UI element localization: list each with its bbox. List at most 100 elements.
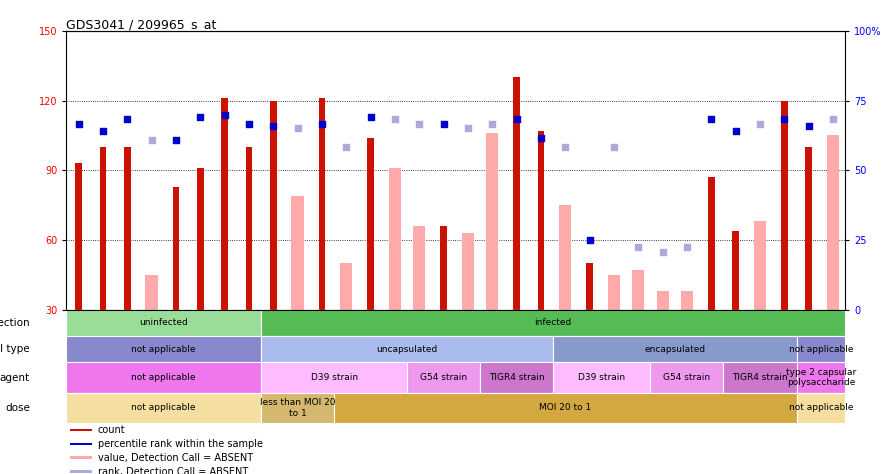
Bar	[796, 393, 845, 423]
Bar	[291, 196, 304, 310]
Text: rank, Detection Call = ABSENT: rank, Detection Call = ABSENT	[98, 466, 248, 474]
Bar	[389, 168, 401, 310]
Point	[704, 115, 719, 123]
Bar	[754, 221, 766, 310]
Text: not applicable: not applicable	[789, 345, 853, 354]
Text: D39 strain: D39 strain	[311, 373, 358, 382]
Bar	[75, 164, 82, 310]
Bar	[99, 147, 106, 310]
Point	[728, 127, 743, 135]
Point	[193, 113, 207, 120]
Bar	[553, 363, 650, 393]
Bar	[805, 147, 812, 310]
Bar	[681, 291, 693, 310]
Bar	[70, 470, 92, 473]
Bar	[261, 363, 407, 393]
Bar	[559, 205, 572, 310]
Point	[169, 137, 183, 144]
Bar	[650, 363, 724, 393]
Point	[680, 243, 694, 251]
Bar	[462, 233, 474, 310]
Text: agent: agent	[0, 373, 30, 383]
Bar	[732, 231, 739, 310]
Bar	[261, 336, 553, 363]
Bar	[407, 363, 480, 393]
Bar	[66, 363, 261, 393]
Point	[388, 115, 402, 123]
Text: percentile rank within the sample: percentile rank within the sample	[98, 439, 263, 449]
Text: uncapsulated: uncapsulated	[376, 345, 438, 354]
Bar	[261, 310, 845, 336]
Bar	[66, 393, 261, 423]
Point	[777, 115, 791, 123]
Point	[656, 248, 670, 255]
Bar	[553, 336, 796, 363]
Point	[582, 236, 596, 244]
Text: value, Detection Call = ABSENT: value, Detection Call = ABSENT	[98, 453, 253, 463]
Bar	[537, 131, 544, 310]
Bar	[796, 336, 845, 363]
Text: G54 strain: G54 strain	[420, 373, 467, 382]
Text: not applicable: not applicable	[132, 403, 196, 412]
Bar	[196, 168, 204, 310]
Point	[631, 243, 645, 251]
Bar	[413, 226, 426, 310]
Bar	[657, 291, 669, 310]
Point	[753, 120, 767, 128]
Bar	[261, 393, 335, 423]
Bar	[340, 264, 352, 310]
Text: GDS3041 / 209965_s_at: GDS3041 / 209965_s_at	[66, 18, 217, 31]
Bar	[708, 177, 715, 310]
Text: infected: infected	[535, 319, 572, 328]
Point	[436, 120, 450, 128]
Bar	[335, 393, 796, 423]
Bar	[486, 133, 498, 310]
Bar	[724, 363, 796, 393]
Text: less than MOI 20
to 1: less than MOI 20 to 1	[260, 398, 335, 418]
Point	[96, 127, 110, 135]
Point	[266, 122, 281, 130]
Point	[218, 111, 232, 118]
Bar	[66, 310, 261, 336]
Bar	[221, 98, 228, 310]
Polygon shape	[50, 343, 62, 356]
Text: not applicable: not applicable	[789, 403, 853, 412]
Point	[339, 143, 353, 151]
Point	[72, 120, 86, 128]
Bar	[781, 100, 788, 310]
Bar	[608, 275, 620, 310]
Point	[290, 125, 304, 132]
Bar	[319, 98, 326, 310]
Point	[412, 120, 427, 128]
Text: infection: infection	[0, 318, 30, 328]
Text: G54 strain: G54 strain	[664, 373, 711, 382]
Text: not applicable: not applicable	[132, 373, 196, 382]
Text: cell type: cell type	[0, 344, 30, 354]
Point	[802, 122, 816, 130]
Text: encapsulated: encapsulated	[644, 345, 705, 354]
Bar	[480, 363, 553, 393]
Point	[315, 120, 329, 128]
Point	[364, 113, 378, 120]
Polygon shape	[50, 370, 62, 385]
Bar	[124, 147, 131, 310]
Bar	[70, 443, 92, 445]
Bar	[827, 136, 839, 310]
Text: TIGR4 strain: TIGR4 strain	[732, 373, 788, 382]
Text: not applicable: not applicable	[132, 345, 196, 354]
Text: MOI 20 to 1: MOI 20 to 1	[539, 403, 591, 412]
Bar	[173, 187, 180, 310]
Bar	[145, 275, 158, 310]
Polygon shape	[50, 317, 62, 329]
Text: dose: dose	[5, 403, 30, 413]
Point	[461, 125, 475, 132]
Text: count: count	[98, 425, 126, 435]
Point	[485, 120, 499, 128]
Bar	[440, 226, 447, 310]
Polygon shape	[50, 401, 62, 415]
Bar	[586, 264, 593, 310]
Point	[534, 134, 548, 142]
Bar	[270, 100, 277, 310]
Bar	[367, 138, 374, 310]
Bar	[66, 336, 261, 363]
